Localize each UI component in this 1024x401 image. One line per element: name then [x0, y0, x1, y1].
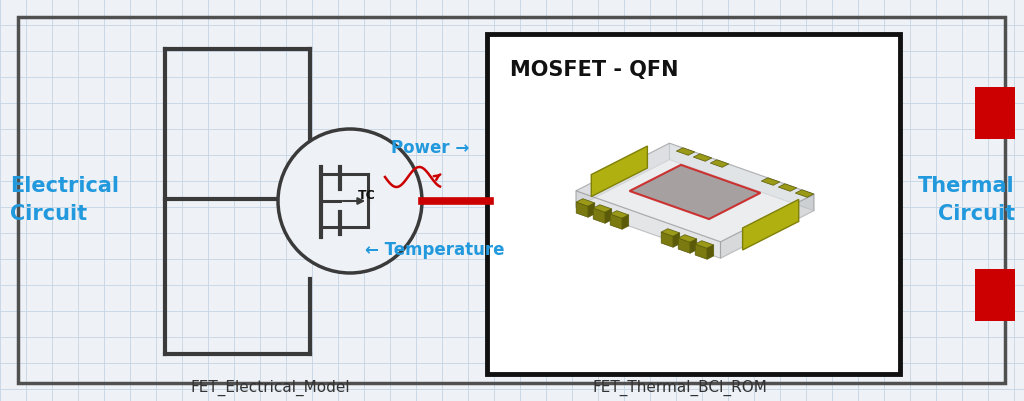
Polygon shape — [593, 205, 611, 213]
Polygon shape — [591, 147, 647, 197]
Polygon shape — [695, 245, 708, 259]
Polygon shape — [577, 199, 595, 207]
Polygon shape — [662, 229, 680, 237]
Polygon shape — [610, 211, 629, 219]
Polygon shape — [693, 154, 712, 162]
Polygon shape — [711, 160, 729, 168]
Text: MOSFET - QFN: MOSFET - QFN — [510, 60, 679, 80]
Polygon shape — [796, 190, 814, 198]
Bar — [975, 269, 1015, 321]
Polygon shape — [588, 203, 595, 218]
Circle shape — [278, 130, 422, 273]
Polygon shape — [610, 215, 623, 230]
Text: Power →: Power → — [391, 139, 469, 157]
Text: FET_Electrical_Model: FET_Electrical_Model — [190, 379, 350, 395]
Text: Electrical
Circuit: Electrical Circuit — [10, 176, 119, 223]
Polygon shape — [695, 241, 714, 249]
Polygon shape — [742, 200, 799, 250]
Polygon shape — [670, 144, 814, 211]
Text: FET_Thermal_BCI_ROM: FET_Thermal_BCI_ROM — [593, 379, 767, 395]
Polygon shape — [676, 148, 695, 156]
Polygon shape — [673, 233, 680, 248]
Polygon shape — [690, 239, 696, 253]
Polygon shape — [778, 184, 797, 192]
Text: Thermal
Circuit: Thermal Circuit — [919, 176, 1015, 223]
Polygon shape — [721, 195, 814, 259]
Polygon shape — [575, 144, 814, 242]
Polygon shape — [605, 209, 611, 224]
Text: ← Temperature: ← Temperature — [366, 241, 505, 258]
Bar — [487, 35, 900, 374]
Polygon shape — [593, 209, 605, 224]
Bar — [975, 88, 1015, 140]
Polygon shape — [575, 144, 670, 208]
Polygon shape — [678, 239, 690, 253]
Polygon shape — [577, 203, 588, 218]
Text: TC: TC — [358, 189, 376, 202]
Polygon shape — [623, 215, 629, 230]
Polygon shape — [761, 178, 780, 186]
Polygon shape — [662, 233, 673, 248]
Polygon shape — [708, 245, 714, 259]
Polygon shape — [678, 235, 696, 243]
Polygon shape — [575, 191, 721, 259]
Polygon shape — [630, 166, 761, 219]
